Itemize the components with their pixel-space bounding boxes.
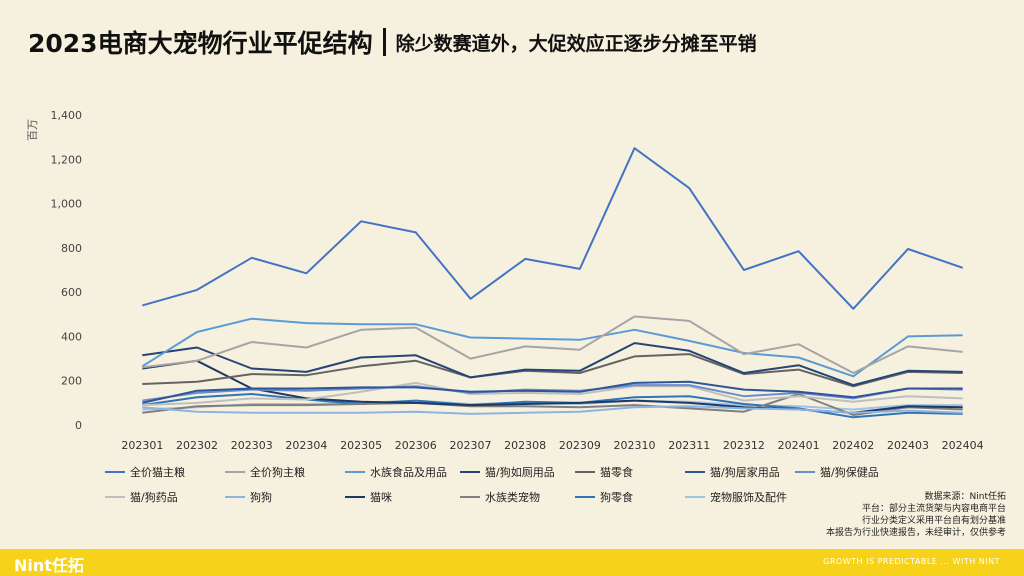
y-tick-label: 1,200 [51, 153, 83, 166]
source-notes: 数据来源：Nint任拓 平台：部分主流货架与内容电商平台 行业分类定义采用平台自… [826, 491, 1006, 539]
series-line [142, 393, 963, 419]
x-tick-label: 202311 [668, 439, 710, 452]
y-tick-label: 1,000 [51, 198, 83, 211]
note-platform: 平台：部分主流货架与内容电商平台 [861, 504, 1006, 514]
series-line [142, 384, 963, 402]
x-tick-label: 202302 [176, 439, 218, 452]
x-tick-label: 202306 [395, 439, 437, 452]
footer-bar: Nint任拓 GROWTH IS PREDICTABLE ... WITH NI… [0, 549, 1024, 576]
legend: 全价猫主粮 全价狗主粮 水族食品及用品 猫/狗如厕用品 猫零食 猫/狗居家用品 猫/狗保健品… [105, 465, 879, 504]
series-line [142, 315, 963, 374]
y-tick-label: 0 [75, 419, 82, 432]
x-tick-label: 202308 [504, 439, 546, 452]
legend-label: 全价猫主粮 [130, 465, 185, 479]
x-axis-ticks: 202301 202302 202303 202304 202305 202306 2023… [121, 439, 983, 452]
note-disclaimer: 本报告为行业快速报告，未经审计，仅供参考 [825, 528, 1006, 538]
series-line [142, 380, 963, 404]
x-tick-label: 202305 [340, 439, 382, 452]
note-classification: 行业分类定义采用平台自有划分基准 [861, 516, 1006, 526]
y-tick-label: 1,400 [51, 109, 83, 122]
series-lines [141, 147, 964, 419]
y-axis-ticks: 0 200 400 600 800 1,000 1,200 1,400 [51, 109, 83, 432]
legend-label: 狗狗 [250, 491, 272, 504]
series-line [142, 353, 963, 388]
x-tick-label: 202309 [559, 439, 601, 452]
footer-tagline: GROWTH IS PREDICTABLE ... WITH NINT [823, 557, 1000, 566]
series-line [142, 381, 963, 407]
series-line [142, 405, 963, 415]
x-tick-label: 202403 [887, 439, 929, 452]
y-tick-label: 800 [61, 242, 82, 255]
note-source: 数据来源：Nint任拓 [924, 492, 1006, 502]
y-tick-label: 600 [61, 286, 82, 299]
x-tick-label: 202307 [449, 439, 491, 452]
series-line [141, 317, 963, 378]
y-tick-label: 400 [61, 330, 82, 343]
footer-brand-logo: Nint任拓 [14, 556, 84, 575]
page-title: 2023电商大宠物行业平促结构 [28, 29, 373, 58]
x-tick-label: 202310 [614, 439, 656, 452]
legend-label: 猫/狗如厕用品 [485, 465, 555, 479]
page-subtitle: 除少数赛道外，大促效应正逐步分摊至平销 [395, 32, 757, 55]
x-tick-label: 202301 [121, 439, 163, 452]
legend-label: 猫咪 [370, 491, 392, 504]
legend-label: 猫/狗药品 [130, 491, 178, 504]
y-tick-label: 200 [61, 375, 82, 388]
x-tick-label: 202402 [832, 439, 874, 452]
x-tick-label: 202401 [778, 439, 820, 452]
x-tick-label: 202304 [285, 439, 327, 452]
legend-label: 猫零食 [600, 465, 633, 479]
title-row: 2023电商大宠物行业平促结构 除少数赛道外，大促效应正逐步分摊至平销 [28, 24, 757, 60]
title-separator [382, 28, 386, 56]
legend-label: 水族类宠物 [485, 490, 540, 504]
legend-label: 全价狗主粮 [250, 465, 305, 479]
y-axis-label-group: 百万 [26, 119, 39, 141]
series-line [142, 393, 963, 416]
legend-label: 水族食品及用品 [370, 465, 447, 479]
x-tick-label: 202312 [723, 439, 765, 452]
series-line [142, 147, 964, 310]
legend-label: 狗零食 [600, 490, 633, 504]
series-line [142, 342, 963, 387]
legend-label: 猫/狗保健品 [820, 465, 879, 479]
legend-label: 猫/狗居家用品 [710, 465, 780, 479]
legend-label: 宠物服饰及配件 [710, 490, 787, 504]
x-tick-label: 202303 [231, 439, 273, 452]
y-axis-label: 百万 [26, 119, 39, 141]
x-tick-label: 202404 [942, 439, 984, 452]
